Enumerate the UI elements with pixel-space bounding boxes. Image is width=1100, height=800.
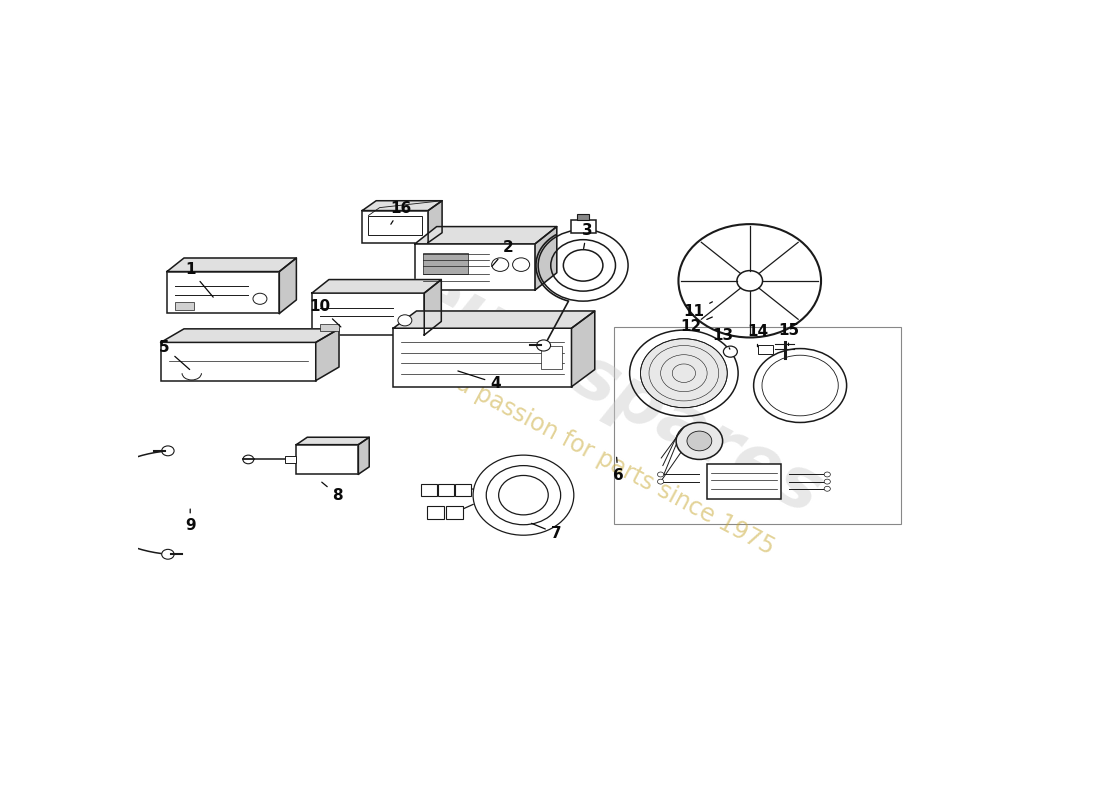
Text: 9: 9 bbox=[185, 509, 196, 534]
Polygon shape bbox=[428, 201, 442, 242]
FancyBboxPatch shape bbox=[446, 506, 463, 518]
Polygon shape bbox=[316, 329, 339, 381]
Text: 15: 15 bbox=[778, 322, 799, 346]
Text: 10: 10 bbox=[309, 299, 341, 327]
Circle shape bbox=[824, 472, 830, 477]
FancyBboxPatch shape bbox=[320, 324, 339, 331]
Polygon shape bbox=[296, 438, 370, 445]
FancyBboxPatch shape bbox=[758, 345, 773, 354]
Polygon shape bbox=[167, 258, 296, 271]
Text: 7: 7 bbox=[531, 523, 561, 541]
FancyBboxPatch shape bbox=[571, 220, 595, 234]
Circle shape bbox=[724, 346, 737, 357]
FancyBboxPatch shape bbox=[421, 484, 437, 496]
Circle shape bbox=[492, 258, 508, 271]
Circle shape bbox=[824, 486, 830, 491]
FancyBboxPatch shape bbox=[427, 506, 444, 518]
Circle shape bbox=[537, 340, 551, 351]
Polygon shape bbox=[535, 226, 557, 290]
Polygon shape bbox=[415, 226, 557, 244]
Text: eurospares: eurospares bbox=[397, 254, 833, 530]
FancyBboxPatch shape bbox=[368, 215, 422, 235]
Circle shape bbox=[253, 294, 267, 304]
Polygon shape bbox=[279, 258, 296, 314]
Polygon shape bbox=[572, 311, 595, 386]
Polygon shape bbox=[394, 311, 595, 328]
Circle shape bbox=[162, 550, 174, 559]
FancyBboxPatch shape bbox=[576, 214, 590, 220]
Text: 4: 4 bbox=[458, 371, 500, 390]
FancyBboxPatch shape bbox=[285, 456, 296, 463]
Polygon shape bbox=[362, 201, 442, 210]
Circle shape bbox=[658, 479, 663, 484]
Circle shape bbox=[243, 455, 254, 464]
Circle shape bbox=[640, 338, 727, 408]
Circle shape bbox=[676, 422, 723, 459]
FancyBboxPatch shape bbox=[455, 484, 471, 496]
Circle shape bbox=[688, 431, 712, 451]
FancyBboxPatch shape bbox=[394, 328, 572, 386]
FancyBboxPatch shape bbox=[312, 293, 425, 335]
FancyBboxPatch shape bbox=[175, 302, 194, 310]
Text: 14: 14 bbox=[747, 324, 768, 346]
FancyBboxPatch shape bbox=[362, 210, 428, 242]
Text: 1: 1 bbox=[185, 262, 213, 297]
Circle shape bbox=[658, 472, 663, 477]
FancyBboxPatch shape bbox=[707, 464, 781, 499]
Text: 13: 13 bbox=[712, 327, 734, 349]
Circle shape bbox=[162, 446, 174, 456]
FancyBboxPatch shape bbox=[540, 346, 562, 369]
Text: 11: 11 bbox=[683, 302, 713, 319]
Text: 12: 12 bbox=[680, 317, 713, 334]
FancyBboxPatch shape bbox=[161, 342, 316, 381]
Polygon shape bbox=[312, 279, 441, 293]
FancyBboxPatch shape bbox=[438, 484, 453, 496]
Circle shape bbox=[513, 258, 530, 271]
Text: 3: 3 bbox=[582, 222, 592, 249]
Text: 2: 2 bbox=[492, 240, 514, 266]
Text: 16: 16 bbox=[390, 201, 411, 224]
Polygon shape bbox=[359, 438, 370, 474]
Circle shape bbox=[824, 479, 830, 484]
Polygon shape bbox=[425, 279, 441, 335]
Text: 8: 8 bbox=[322, 482, 343, 502]
FancyBboxPatch shape bbox=[422, 253, 469, 274]
FancyBboxPatch shape bbox=[167, 271, 279, 314]
Polygon shape bbox=[161, 329, 339, 342]
Circle shape bbox=[737, 270, 762, 291]
FancyBboxPatch shape bbox=[296, 445, 359, 474]
Text: 6: 6 bbox=[613, 458, 624, 483]
Text: 5: 5 bbox=[160, 340, 189, 370]
Circle shape bbox=[398, 315, 411, 326]
Text: a passion for parts since 1975: a passion for parts since 1975 bbox=[452, 371, 778, 560]
FancyBboxPatch shape bbox=[415, 244, 535, 290]
